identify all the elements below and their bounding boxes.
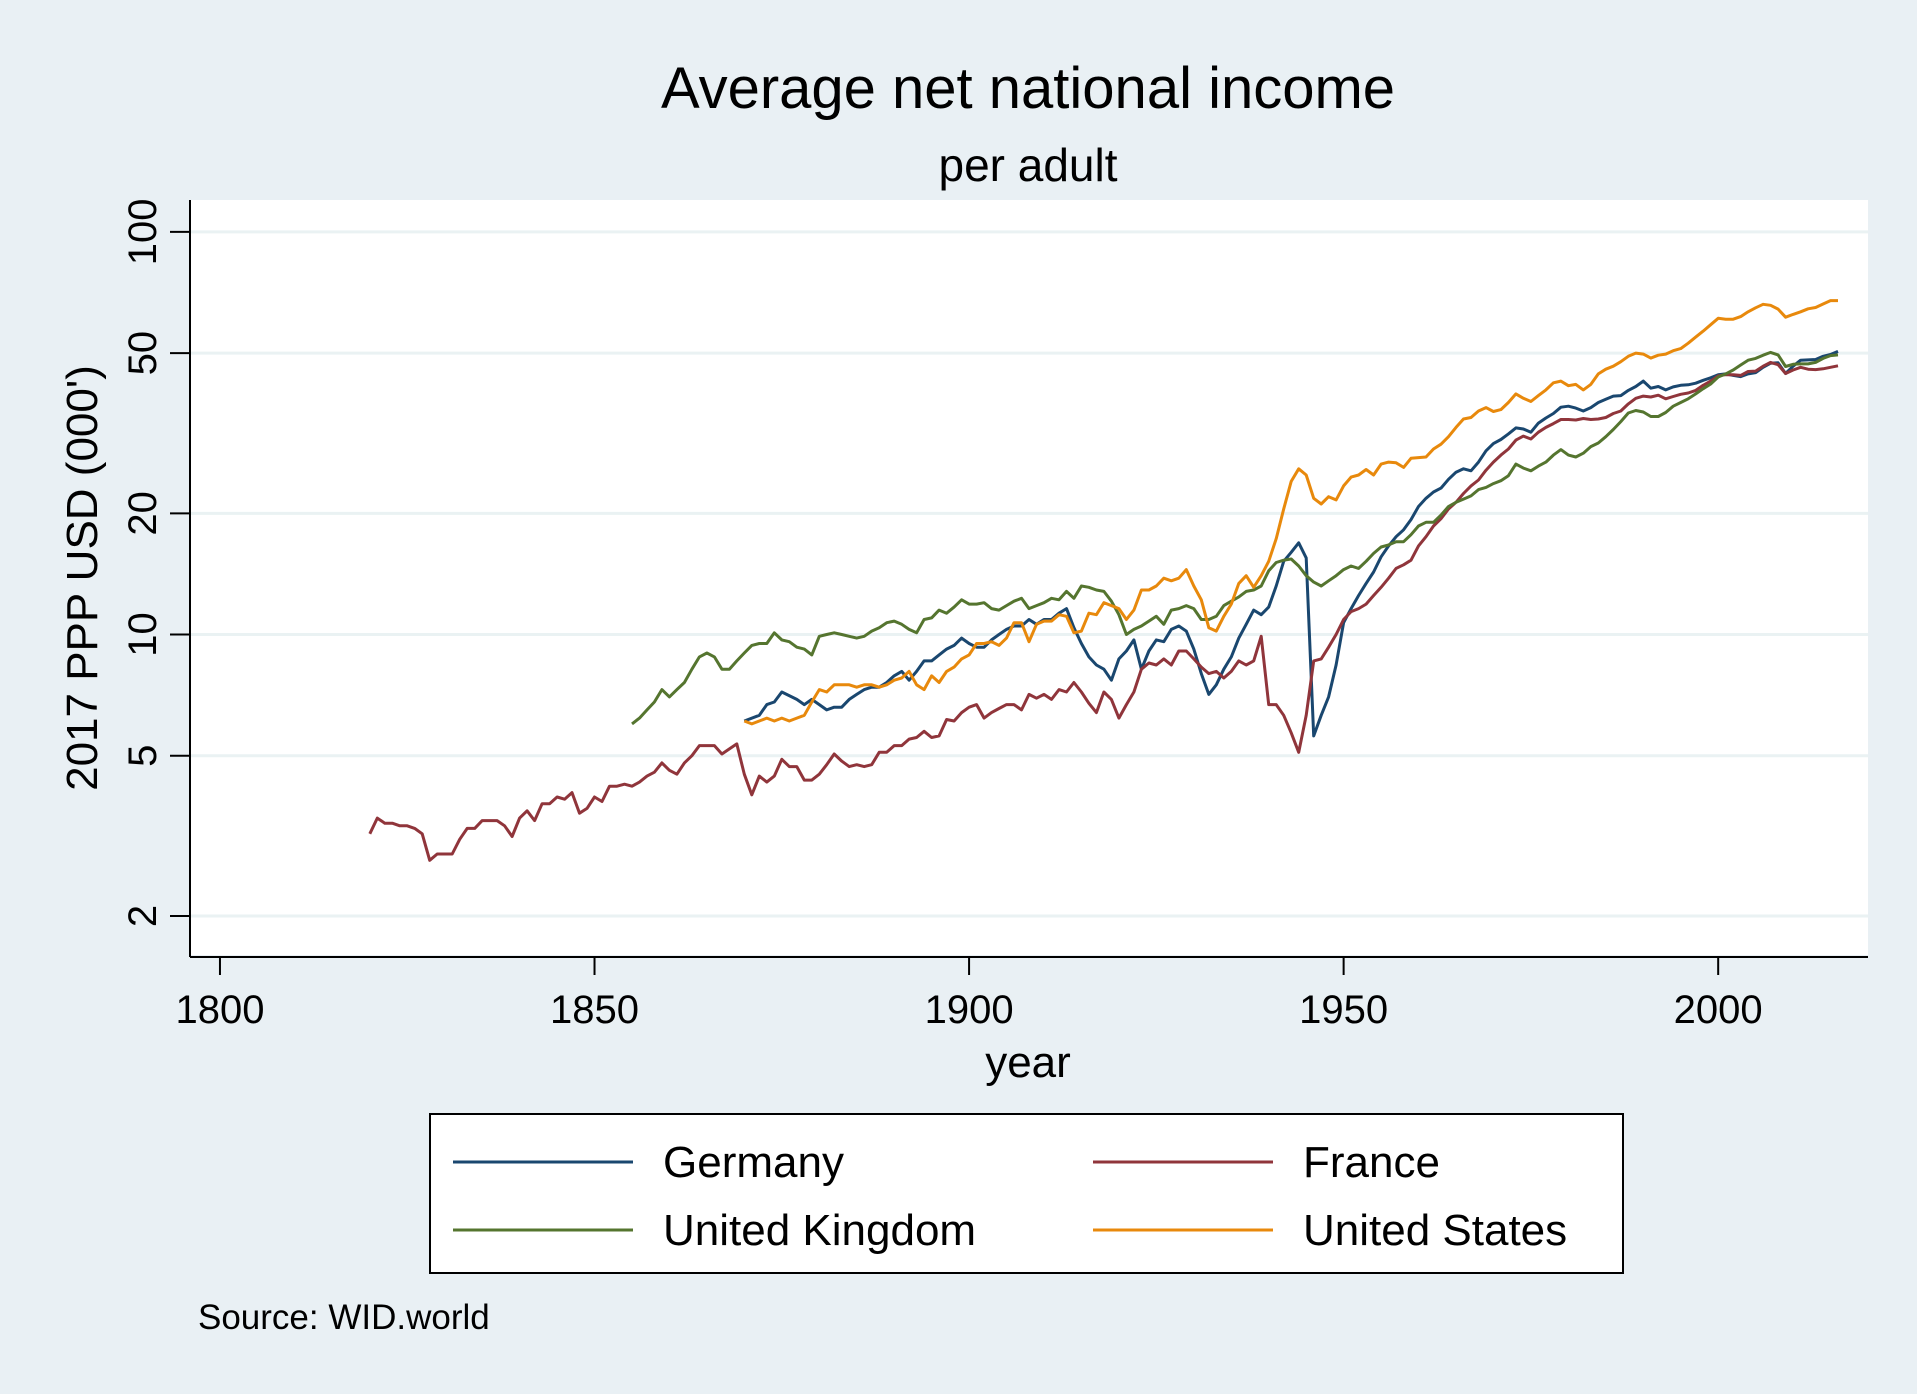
y-tick-label: 2 (121, 905, 165, 927)
x-tick-label: 1950 (1299, 988, 1388, 1032)
x-tick-label: 2000 (1674, 988, 1763, 1032)
legend: Germany France United Kingdom United States (453, 1138, 1567, 1255)
source-note: Source: WID.world (198, 1298, 490, 1337)
y-axis-label: 2017 PPP USD (000') (58, 365, 107, 791)
plot-area (190, 200, 1868, 955)
chart-title: Average net national income (661, 56, 1395, 121)
y-tick-label: 50 (121, 331, 165, 376)
legend-label-germany: Germany (663, 1138, 844, 1187)
series-line-germany (743, 350, 1839, 738)
x-axis-label: year (985, 1038, 1071, 1087)
chart-subtitle: per adult (938, 139, 1117, 191)
series-line-united-kingdom (631, 350, 1839, 726)
x-tick-label: 1800 (175, 988, 264, 1032)
legend-box (429, 1113, 1624, 1274)
series-lines (368, 299, 1839, 862)
legend-label-united-states: United States (1303, 1206, 1567, 1255)
y-tick-label: 5 (121, 745, 165, 767)
legend-label-france: France (1303, 1138, 1440, 1187)
y-tick-label: 10 (121, 612, 165, 657)
legend-label-united-kingdom: United Kingdom (663, 1206, 976, 1255)
x-tick-label: 1850 (550, 988, 639, 1032)
series-line-france (368, 360, 1839, 862)
series-line-united-states (743, 299, 1838, 726)
x-tick-label: 1900 (925, 988, 1014, 1032)
x-axis-ticks: 1800 1850 1900 1950 2000 (175, 957, 1763, 1032)
gridlines (190, 230, 1868, 918)
y-tick-label: 20 (121, 491, 165, 536)
y-axis-ticks: 2 5 10 20 50 100 (121, 199, 190, 927)
y-tick-label: 100 (121, 199, 165, 266)
